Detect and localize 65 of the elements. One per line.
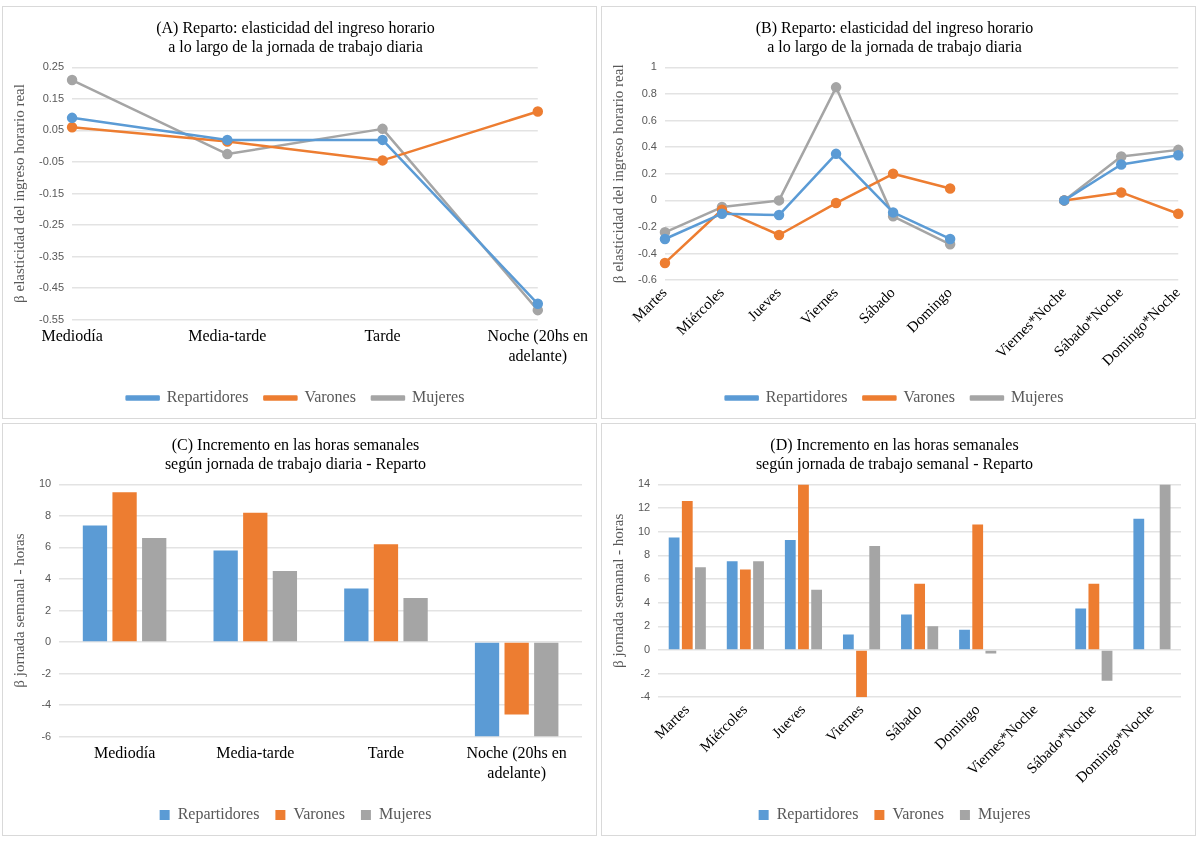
y-tick-label: 0	[644, 642, 651, 655]
y-tick-label: 8	[45, 508, 52, 521]
y-axis-title: β jornada semanal - horas	[609, 513, 626, 668]
y-tick-label: 2	[644, 619, 651, 632]
y-tick-label: -0.15	[38, 186, 65, 199]
y-tick-label: 12	[637, 501, 651, 514]
legend-label: Repartidores	[177, 805, 260, 824]
y-tick-label: 0.2	[641, 166, 657, 179]
y-tick-label: -0.45	[38, 281, 65, 294]
legend-label: Varones	[892, 805, 944, 823]
y-tick-label: 4	[644, 595, 651, 608]
y-tick-label: -0.55	[38, 312, 65, 325]
y-tick-label: 2	[45, 603, 52, 616]
legend-label: Varones	[293, 805, 345, 823]
x-tick-label: Media-tarde	[188, 327, 267, 345]
y-tick-label: -0.4	[637, 246, 657, 259]
legend-label: Repartidores	[765, 388, 848, 407]
legend-label: Mujeres	[378, 805, 432, 824]
y-tick-label: 0.25	[42, 60, 65, 73]
y-tick-label: -0.25	[38, 218, 65, 231]
chart-title: (C) Incremento en las horas semanales según jornada de trabajo diaria - Reparto	[164, 435, 427, 473]
chart-title: (D) Incremento en las horas semanales según jornada de trabajo semanal - Reparto	[755, 435, 1034, 473]
x-tick-label: Noche (20hs en adelante)	[466, 744, 567, 782]
y-axis-title: β elasticidad del ingreso horario real	[10, 84, 27, 303]
y-tick-label: 4	[45, 572, 52, 585]
y-tick-label: -6	[41, 729, 52, 742]
y-tick-label: -4	[640, 690, 651, 703]
legend-label: Mujeres	[411, 388, 465, 407]
x-tick-label: Media-tarde	[216, 744, 295, 762]
y-axis-title: β jornada semanal - horas	[10, 533, 27, 688]
chart-title: (A) Reparto: elasticidad del ingreso horario a lo largo de la jornada de trabajo diaria	[156, 18, 435, 56]
y-tick-label: -0.35	[38, 249, 65, 262]
x-tick-label: Mediodía	[93, 744, 156, 762]
legend-label: Mujeres	[977, 805, 1031, 824]
y-tick-label: 1	[650, 60, 657, 73]
y-tick-label: 0.4	[641, 140, 657, 153]
y-tick-label: 0.6	[641, 113, 657, 126]
y-tick-label: -0.6	[637, 273, 657, 286]
x-tick-label: Noche (20hs en adelante)	[487, 327, 588, 365]
y-tick-label: 0.05	[42, 123, 65, 136]
y-tick-label: 0	[45, 635, 52, 648]
legend-label: Repartidores	[776, 805, 859, 824]
y-tick-label: -2	[640, 666, 651, 679]
x-tick-label: Tarde	[364, 327, 401, 345]
x-tick-label: Mediodía	[41, 327, 103, 345]
y-tick-label: 0.15	[42, 91, 65, 104]
y-tick-label: -0.05	[38, 155, 65, 168]
y-tick-label: -0.2	[637, 220, 657, 233]
y-tick-label: 10	[637, 524, 651, 537]
y-tick-label: 8	[644, 548, 651, 561]
y-tick-label: 0	[650, 193, 657, 206]
y-axis-title: β elasticidad del ingreso horario real	[609, 64, 626, 284]
y-tick-label: 14	[637, 477, 651, 490]
chart-title: (B) Reparto: elasticidad del ingreso horario a lo largo de la jornada de trabajo diaria	[755, 18, 1034, 56]
legend-label: Mujeres	[1010, 388, 1064, 407]
legend-label: Varones	[903, 388, 955, 406]
x-tick-label: Tarde	[367, 744, 405, 762]
y-tick-label: 10	[38, 477, 52, 490]
y-tick-label: -2	[41, 666, 52, 679]
legend-label: Repartidores	[166, 388, 249, 407]
y-tick-label: -4	[41, 698, 52, 711]
y-tick-label: 6	[45, 540, 52, 553]
y-tick-label: 0.8	[641, 87, 657, 100]
legend-label: Varones	[304, 388, 356, 406]
y-tick-label: 6	[644, 572, 651, 585]
